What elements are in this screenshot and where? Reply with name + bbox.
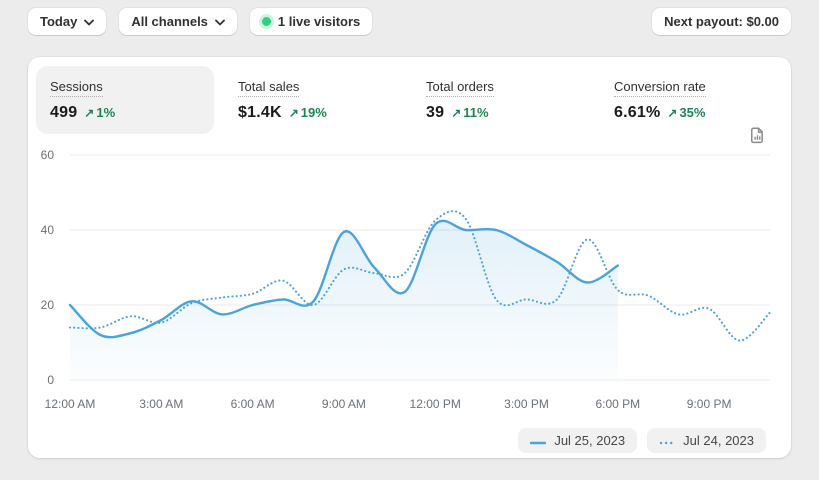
- svg-text:12:00 PM: 12:00 PM: [410, 397, 461, 411]
- live-visitors-label: 1 live visitors: [277, 14, 361, 29]
- trend-value: 1%: [96, 105, 116, 120]
- report-file-icon: [749, 127, 766, 147]
- metric-tab-total-sales[interactable]: Total sales $1.4K ↗ 19%: [224, 66, 412, 134]
- metric-value: 6.61%: [614, 104, 661, 121]
- svg-text:6:00 AM: 6:00 AM: [231, 397, 275, 411]
- legend-label: Jul 25, 2023: [554, 433, 626, 448]
- next-payout-button[interactable]: Next payout: $0.00: [652, 8, 791, 35]
- live-visitors-badge[interactable]: 1 live visitors: [249, 8, 373, 35]
- metric-trend: ↗ 11%: [451, 105, 488, 120]
- metric-tab-total-orders[interactable]: Total orders 39 ↗ 11%: [412, 66, 600, 134]
- date-range-button[interactable]: Today: [28, 8, 107, 35]
- trend-up-icon: ↗: [288, 106, 299, 120]
- metrics-row: Sessions 499 ↗ 1% Total sales $1.4K ↗ 19…: [36, 66, 788, 134]
- metric-tab-conversion-rate[interactable]: Conversion rate 6.61% ↗ 35%: [600, 66, 788, 134]
- trend-up-icon: ↗: [667, 106, 678, 120]
- date-range-label: Today: [40, 14, 78, 29]
- export-report-button[interactable]: [746, 126, 768, 148]
- trend-value: 19%: [300, 105, 327, 120]
- trend-up-icon: ↗: [84, 106, 95, 120]
- svg-text:12:00 AM: 12:00 AM: [45, 397, 96, 411]
- metric-value: 499: [50, 104, 78, 121]
- svg-text:0: 0: [47, 373, 54, 387]
- chevron-down-icon: [84, 14, 95, 29]
- solid-line-icon: [530, 433, 547, 448]
- svg-text:9:00 PM: 9:00 PM: [687, 397, 732, 411]
- metric-value: $1.4K: [238, 104, 282, 121]
- svg-text:3:00 AM: 3:00 AM: [139, 397, 183, 411]
- metric-tab-sessions[interactable]: Sessions 499 ↗ 1%: [36, 66, 214, 134]
- svg-text:9:00 AM: 9:00 AM: [322, 397, 366, 411]
- metric-trend: ↗ 1%: [84, 105, 115, 120]
- trend-value: 11%: [463, 105, 489, 120]
- svg-text:60: 60: [41, 148, 55, 162]
- legend-label: Jul 24, 2023: [683, 433, 754, 448]
- topbar: Today All channels 1 live visitors Next …: [28, 8, 791, 35]
- legend-item-jul-24[interactable]: Jul 24, 2023: [647, 428, 766, 453]
- analytics-card: Sessions 499 ↗ 1% Total sales $1.4K ↗ 19…: [28, 57, 791, 458]
- next-payout-label: Next payout: $0.00: [664, 14, 779, 29]
- svg-text:40: 40: [41, 223, 55, 237]
- metric-value: 39: [426, 104, 445, 121]
- legend-item-jul-25[interactable]: Jul 25, 2023: [518, 428, 638, 453]
- chart-legend: Jul 25, 2023 Jul 24, 2023: [518, 428, 766, 453]
- dotted-line-icon: [659, 433, 675, 448]
- channel-filter-button[interactable]: All channels: [119, 8, 237, 35]
- chevron-down-icon: [215, 14, 225, 29]
- metric-trend: ↗ 35%: [667, 105, 705, 120]
- svg-text:3:00 PM: 3:00 PM: [504, 397, 549, 411]
- trend-up-icon: ↗: [451, 106, 462, 120]
- metric-trend: ↗ 19%: [289, 105, 327, 120]
- trend-value: 35%: [679, 105, 706, 120]
- svg-text:20: 20: [41, 298, 55, 312]
- svg-text:6:00 PM: 6:00 PM: [595, 397, 640, 411]
- metric-label: Sessions: [50, 79, 103, 97]
- sessions-line-chart[interactable]: 0 20 40 60 12:00 AM 3:00 AM 6:00 AM 9:00 AM 12:0…: [28, 147, 791, 419]
- metric-label: Conversion rate: [614, 79, 706, 97]
- channel-filter-label: All channels: [131, 14, 208, 29]
- metric-label: Total sales: [238, 79, 300, 97]
- live-dot-icon: [261, 17, 271, 26]
- metric-label: Total orders: [426, 79, 494, 97]
